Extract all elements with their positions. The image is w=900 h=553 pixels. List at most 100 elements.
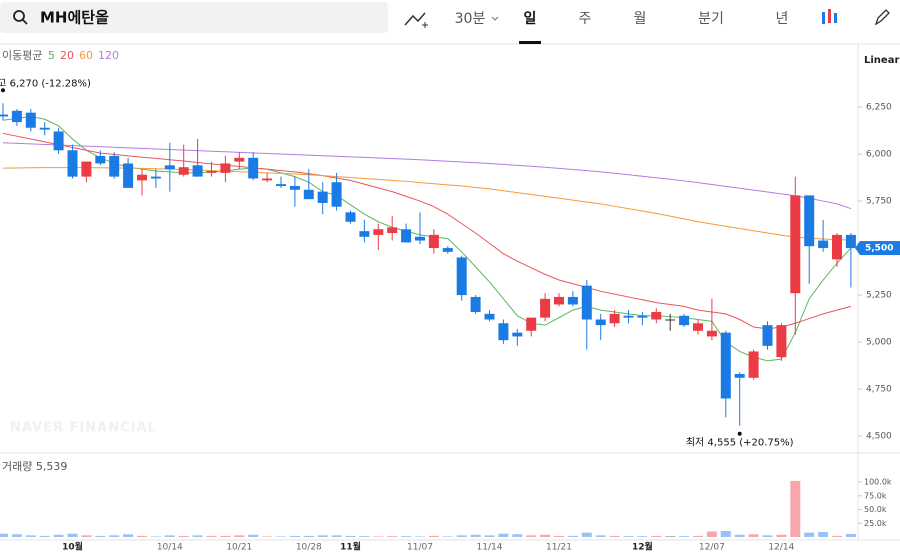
y-tick-label: 6,250 xyxy=(866,103,892,113)
candle-body xyxy=(81,161,92,177)
candle-body xyxy=(123,163,134,188)
volume-bar xyxy=(387,536,398,537)
candle-body xyxy=(804,195,815,247)
candle-body xyxy=(39,127,50,130)
candle-icon[interactable] xyxy=(822,12,825,24)
candle-body xyxy=(581,285,592,320)
tab[interactable]: 월 xyxy=(634,11,647,27)
candle-body xyxy=(331,182,342,207)
volume-bar xyxy=(123,534,134,537)
volume-bar xyxy=(456,535,467,537)
tab[interactable]: 년 xyxy=(776,11,789,27)
volume-tick-label: 50.0k xyxy=(864,505,887,514)
indicator-icon[interactable] xyxy=(404,12,426,26)
candle-body xyxy=(234,157,245,162)
volume-bar xyxy=(637,536,648,537)
candle-body xyxy=(95,155,106,164)
volume-bar xyxy=(289,535,300,537)
candle-body xyxy=(526,317,537,331)
candle-body xyxy=(818,240,829,249)
scale-label[interactable]: Linear xyxy=(864,55,899,66)
candle-body xyxy=(248,157,259,179)
search-box[interactable] xyxy=(0,2,388,33)
candle-body xyxy=(762,325,773,346)
candle-body xyxy=(25,112,36,128)
x-tick-label: 11/21 xyxy=(546,543,572,553)
search-icon xyxy=(22,19,28,25)
volume-bar xyxy=(234,535,245,537)
volume-bar xyxy=(609,535,620,537)
candle-body xyxy=(345,212,356,222)
candle-body xyxy=(693,323,703,331)
volume-bar xyxy=(470,534,481,537)
volume-bar xyxy=(706,531,717,537)
x-tick-label: 10/21 xyxy=(226,543,252,553)
candle-body xyxy=(373,229,384,235)
volume-bar xyxy=(345,535,356,537)
volume-bar xyxy=(276,536,286,537)
x-tick-label: 12/07 xyxy=(699,543,725,553)
ma-legend-entry: 60 xyxy=(79,49,93,62)
volume-bar xyxy=(192,535,203,537)
volume-bar xyxy=(526,535,537,537)
volume-bar xyxy=(401,536,412,537)
volume-bar xyxy=(164,535,175,537)
price-tag-label: 5,500 xyxy=(865,244,893,254)
volume-bar xyxy=(512,534,523,537)
ma-line xyxy=(2,132,852,330)
candle-body xyxy=(0,114,8,117)
volume-bar xyxy=(498,533,509,537)
ma-legend-entry: 20 xyxy=(60,49,74,62)
x-tick-label: 10월 xyxy=(62,541,83,553)
volume-bar xyxy=(567,535,578,537)
volume-bar xyxy=(81,535,92,537)
candle-body xyxy=(53,131,64,151)
candle-body xyxy=(776,325,787,358)
candle-body xyxy=(220,163,231,173)
tab[interactable]: 주 xyxy=(579,11,592,27)
candle-icon[interactable] xyxy=(828,9,831,23)
volume-bar xyxy=(303,535,314,537)
candle-body xyxy=(623,315,634,318)
volume-bar xyxy=(109,535,120,537)
candle-icon[interactable] xyxy=(834,13,837,23)
ma-legend-entry: 5 xyxy=(48,49,55,62)
volume-tick-label: 75.0k xyxy=(864,491,887,500)
candle-body xyxy=(651,311,662,320)
search-text[interactable]: MH에탄올 xyxy=(40,9,109,27)
candle-body xyxy=(428,234,439,249)
price-tag-arrow xyxy=(855,241,860,256)
candle-body xyxy=(11,110,22,123)
volume-bar xyxy=(623,536,634,537)
ma-line xyxy=(2,167,851,241)
ma-legend-label: 이동평균 xyxy=(2,49,42,62)
tab[interactable]: 분기 xyxy=(698,11,724,27)
candle-body xyxy=(150,176,161,179)
candle-body xyxy=(512,332,523,337)
candle-body xyxy=(637,315,648,318)
dropdown-caret xyxy=(491,16,499,21)
candle-body xyxy=(303,189,314,200)
candle-body xyxy=(845,234,856,249)
volume-bar xyxy=(762,535,773,537)
x-tick-label: 12/14 xyxy=(768,543,794,553)
tab[interactable]: 30분 xyxy=(455,11,486,27)
candle-body xyxy=(109,155,120,177)
candle-body xyxy=(317,191,328,203)
volume-bar xyxy=(804,532,815,537)
candle-body xyxy=(720,332,731,399)
volume-bar xyxy=(776,534,787,537)
draw-icon[interactable] xyxy=(874,9,890,26)
candle-body xyxy=(262,178,273,181)
tab[interactable]: 일 xyxy=(524,11,537,27)
candle-body xyxy=(164,165,175,170)
volume-bar xyxy=(679,536,690,537)
x-tick-label: 11/07 xyxy=(407,543,433,553)
y-tick-label: 4,500 xyxy=(866,432,892,442)
volume-bar xyxy=(359,536,370,537)
candle-body xyxy=(387,227,398,234)
volume-bar xyxy=(554,535,564,537)
volume-bar xyxy=(206,535,217,537)
